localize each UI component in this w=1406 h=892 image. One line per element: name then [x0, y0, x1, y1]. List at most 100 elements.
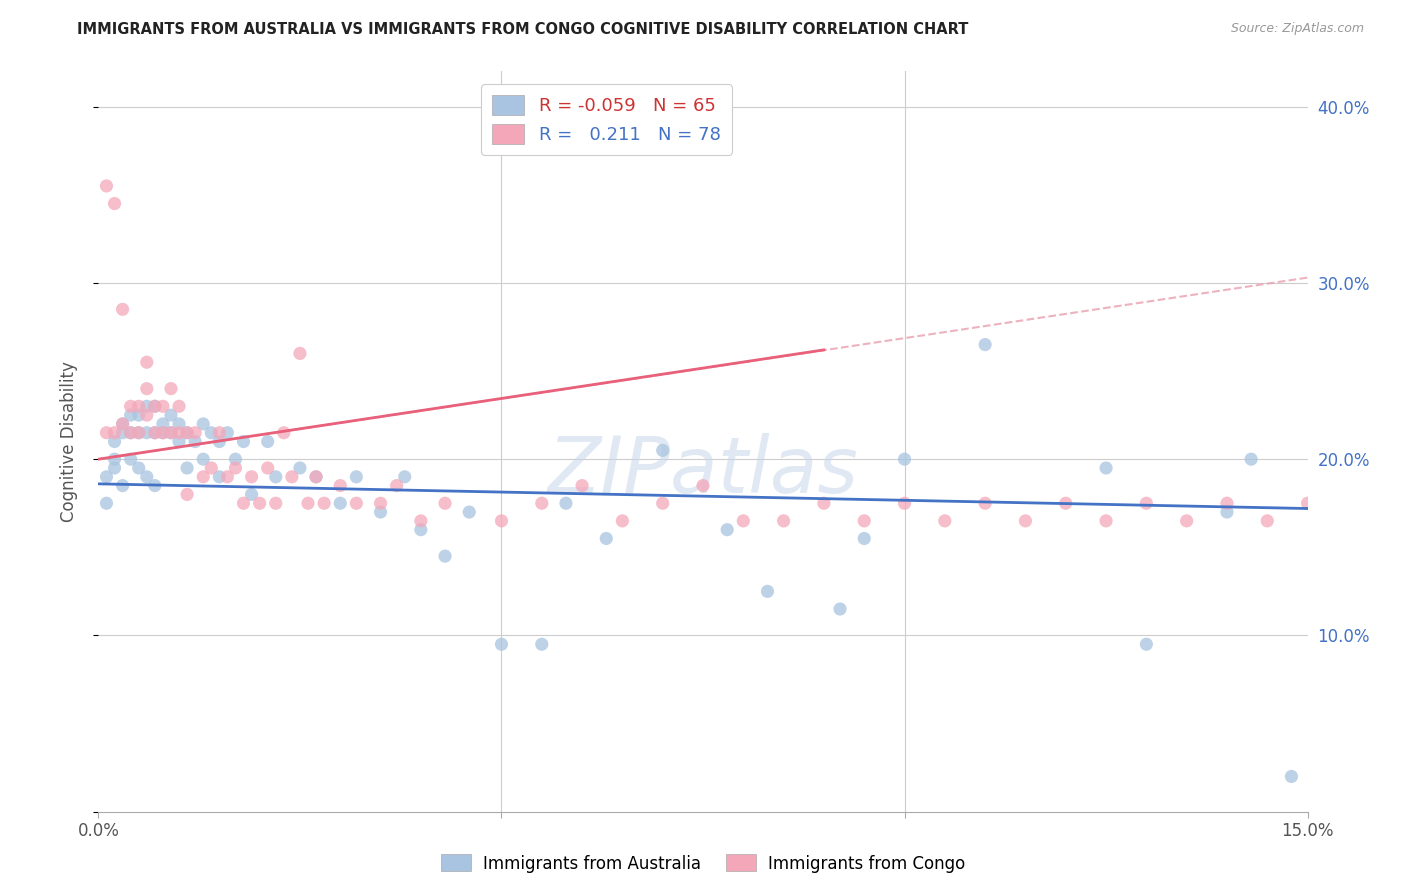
Point [1095, 461, 1118, 475]
Point [143, 425, 166, 440]
Point [651, 443, 673, 458]
Point [813, 496, 835, 510]
Point [571, 478, 593, 492]
Point [135, 399, 157, 413]
Point [167, 434, 190, 449]
Point [224, 461, 246, 475]
Point [135, 408, 157, 422]
Point [1175, 514, 1198, 528]
Point [934, 514, 956, 528]
Point [111, 425, 134, 440]
Point [273, 425, 295, 440]
Point [152, 425, 174, 440]
Point [288, 461, 311, 475]
Point [128, 425, 150, 440]
Point [329, 496, 352, 510]
Point [193, 470, 215, 484]
Point [434, 496, 457, 510]
Point [1240, 452, 1263, 467]
Point [167, 417, 190, 431]
Point [217, 470, 239, 484]
Point [240, 470, 263, 484]
Point [96, 425, 118, 440]
Point [176, 425, 198, 440]
Point [111, 478, 134, 492]
Point [491, 637, 513, 651]
Point [152, 399, 174, 413]
Point [344, 470, 367, 484]
Point [135, 425, 157, 440]
Y-axis label: Cognitive Disability: Cognitive Disability [59, 361, 77, 522]
Point [143, 425, 166, 440]
Point [160, 408, 183, 422]
Point [1135, 496, 1157, 510]
Point [152, 425, 174, 440]
Point [232, 496, 254, 510]
Point [96, 496, 118, 510]
Point [232, 434, 254, 449]
Point [893, 496, 915, 510]
Point [297, 496, 319, 510]
Point [152, 417, 174, 431]
Point [409, 514, 432, 528]
Point [305, 470, 328, 484]
Point [111, 417, 134, 431]
Point [1216, 505, 1239, 519]
Point [184, 434, 207, 449]
Point [1256, 514, 1278, 528]
Point [974, 496, 997, 510]
Point [458, 505, 481, 519]
Point [281, 470, 304, 484]
Point [716, 523, 738, 537]
Point [120, 425, 142, 440]
Text: ZIPatlas: ZIPatlas [547, 434, 859, 509]
Point [143, 399, 166, 413]
Point [264, 470, 287, 484]
Point [772, 514, 794, 528]
Point [651, 496, 673, 510]
Point [160, 382, 183, 396]
Point [853, 514, 876, 528]
Point [1014, 514, 1036, 528]
Point [193, 452, 215, 467]
Point [1337, 514, 1360, 528]
Text: IMMIGRANTS FROM AUSTRALIA VS IMMIGRANTS FROM CONGO COGNITIVE DISABILITY CORRELAT: IMMIGRANTS FROM AUSTRALIA VS IMMIGRANTS … [77, 22, 969, 37]
Point [409, 523, 432, 537]
Point [176, 425, 198, 440]
Point [128, 399, 150, 413]
Point [143, 399, 166, 413]
Text: Source: ZipAtlas.com: Source: ZipAtlas.com [1230, 22, 1364, 36]
Point [103, 425, 125, 440]
Point [200, 425, 222, 440]
Point [249, 496, 271, 510]
Point [128, 425, 150, 440]
Point [103, 461, 125, 475]
Point [160, 425, 183, 440]
Legend: R = -0.059   N = 65, R =   0.211   N = 78: R = -0.059 N = 65, R = 0.211 N = 78 [481, 84, 731, 154]
Point [288, 346, 311, 360]
Point [370, 505, 392, 519]
Point [120, 399, 142, 413]
Point [974, 337, 997, 351]
Point [1216, 496, 1239, 510]
Point [1296, 496, 1319, 510]
Point [120, 452, 142, 467]
Point [120, 408, 142, 422]
Point [96, 470, 118, 484]
Point [756, 584, 779, 599]
Point [491, 514, 513, 528]
Point [103, 434, 125, 449]
Point [370, 496, 392, 510]
Point [103, 196, 125, 211]
Point [264, 496, 287, 510]
Point [120, 425, 142, 440]
Point [167, 425, 190, 440]
Point [208, 425, 231, 440]
Point [394, 470, 416, 484]
Point [305, 470, 328, 484]
Point [128, 461, 150, 475]
Point [103, 452, 125, 467]
Point [692, 478, 714, 492]
Point [1281, 769, 1303, 783]
Point [240, 487, 263, 501]
